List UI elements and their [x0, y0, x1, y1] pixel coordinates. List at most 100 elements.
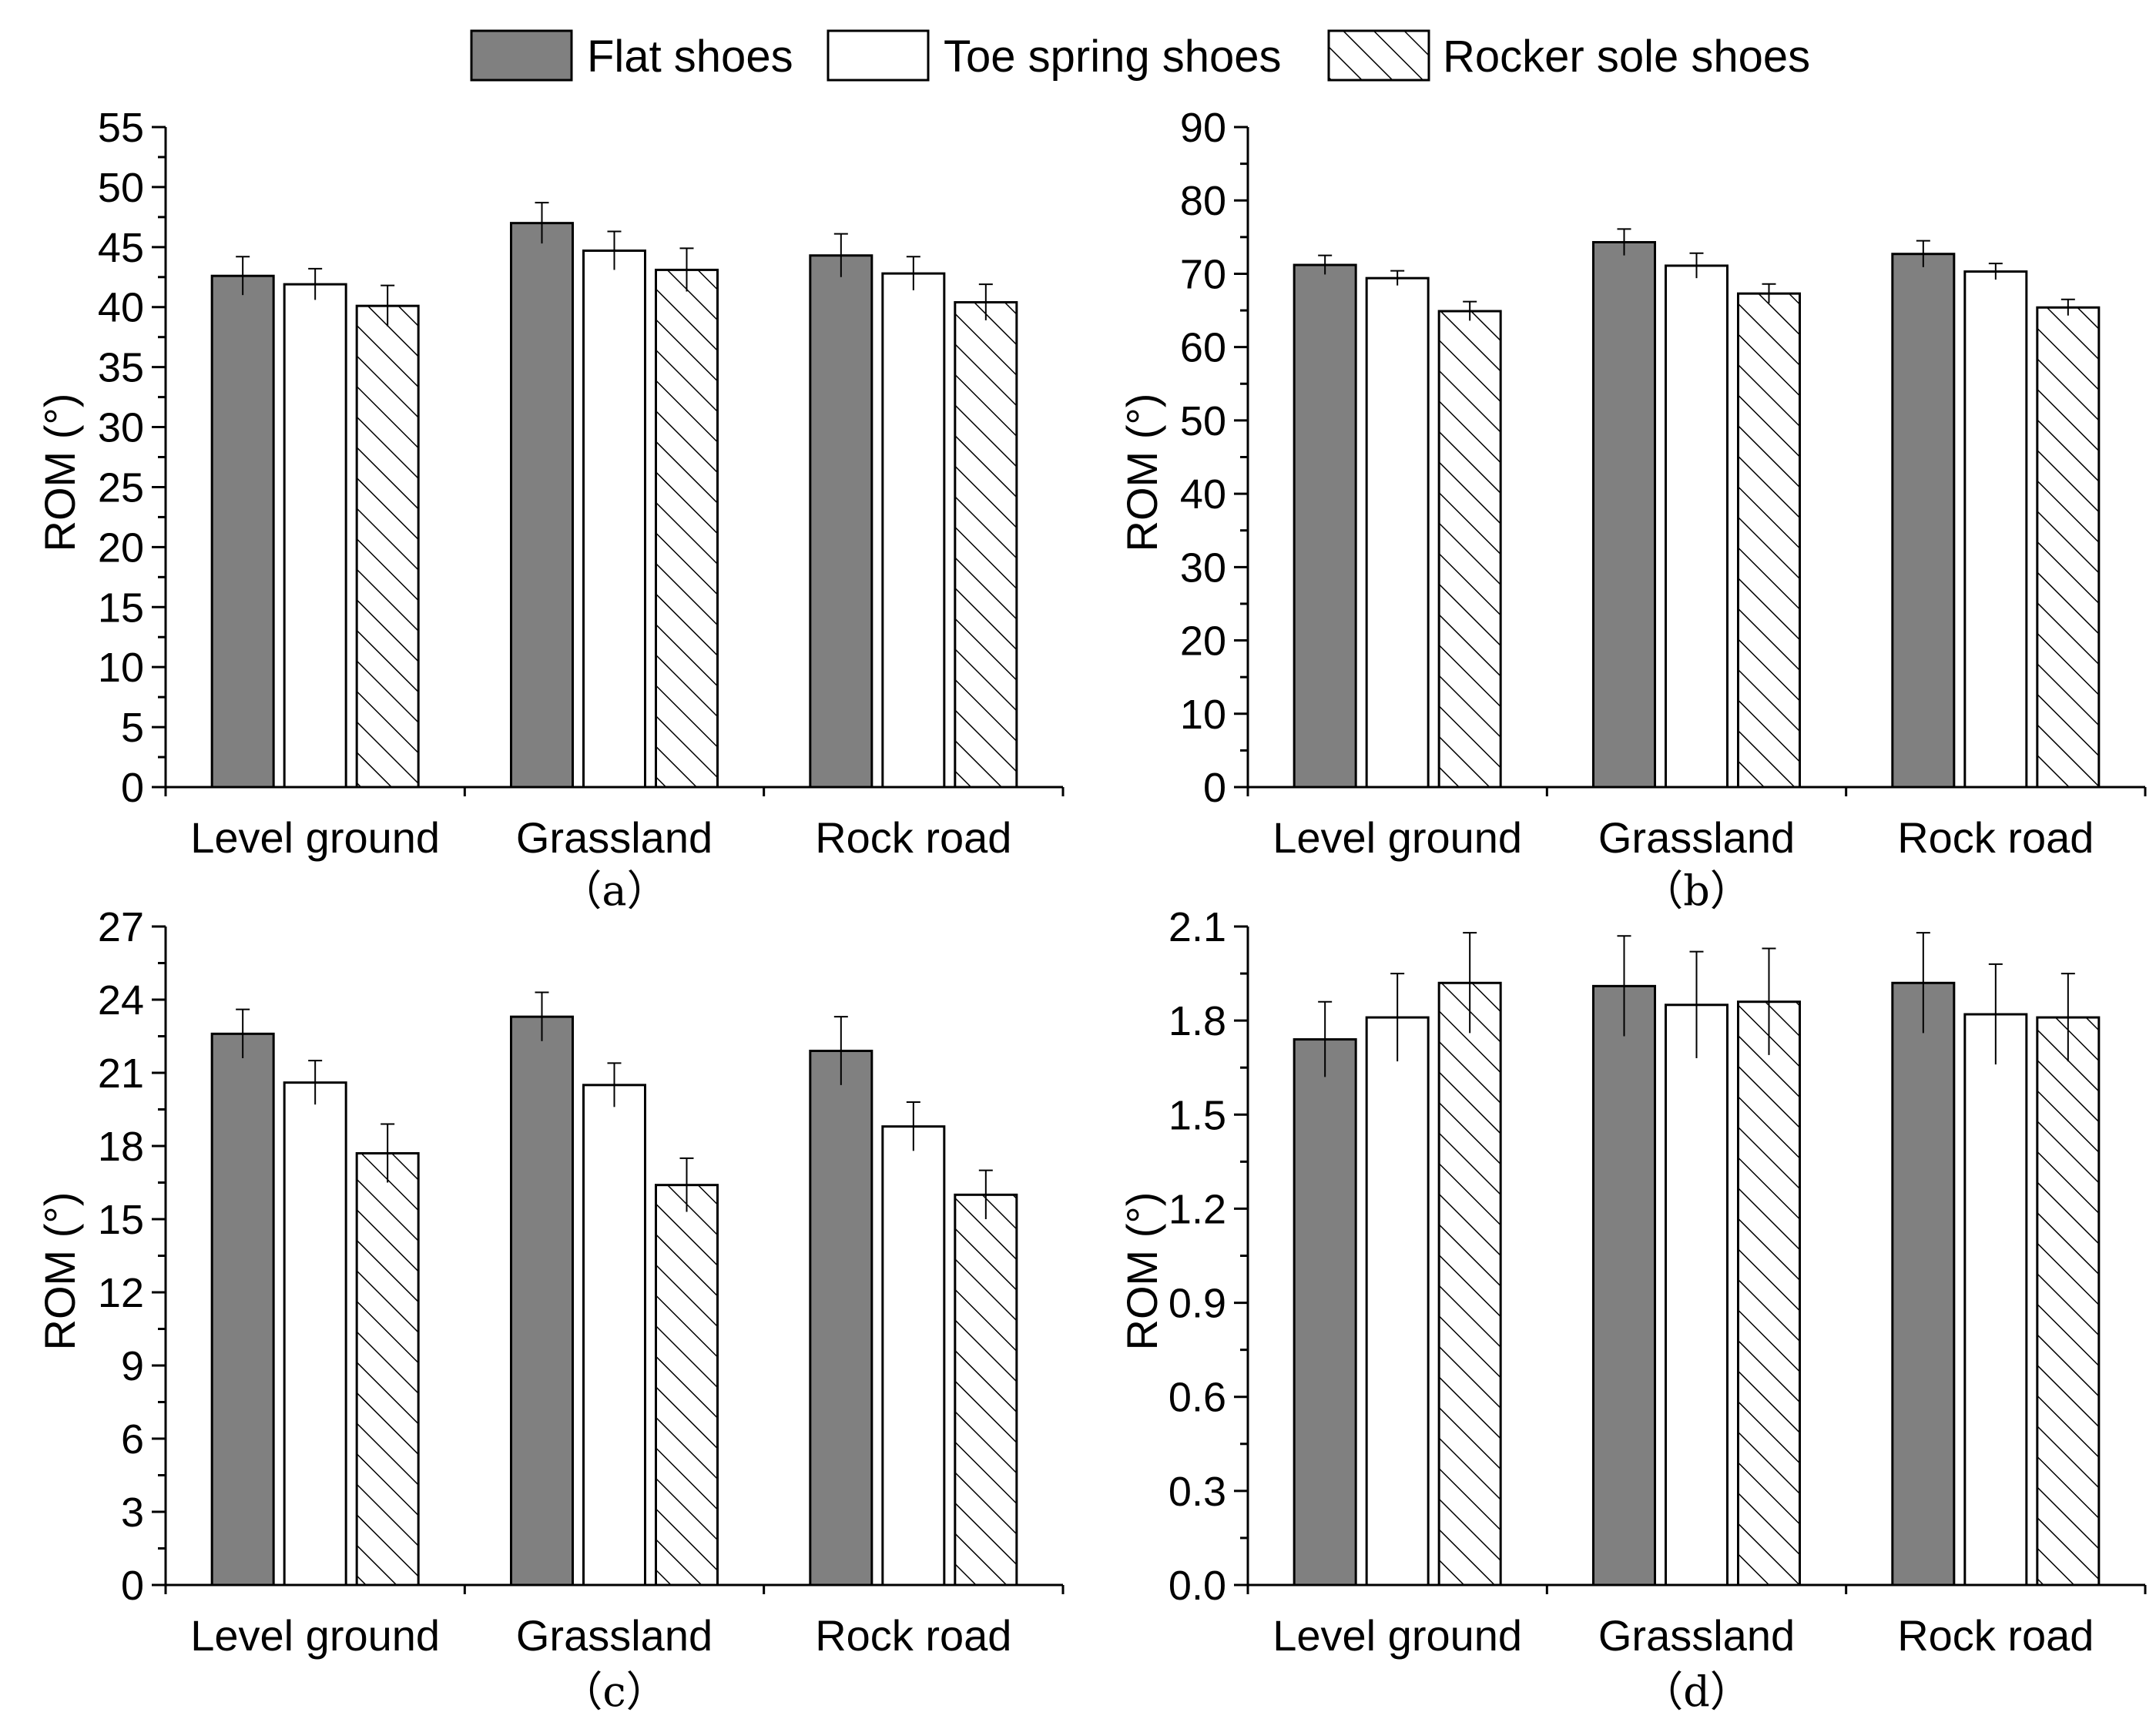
- y-tick-label-b-0: 0: [1203, 765, 1226, 811]
- y-tick-label-b-8: 80: [1180, 178, 1226, 224]
- y-tick-label-b-5: 50: [1180, 398, 1226, 444]
- y-tick-label-a-3: 15: [98, 585, 144, 631]
- y-tick-label-a-11: 55: [98, 105, 144, 151]
- bar-c-rock-road-rocker-sole: [954, 1193, 1018, 1587]
- y-tick-label-b-9: 90: [1180, 105, 1226, 151]
- y-tick-label-b-4: 40: [1180, 471, 1226, 518]
- y-tick-label-a-1: 5: [121, 705, 144, 751]
- y-tick-label-c-9: 27: [98, 904, 144, 950]
- bar-b-level-ground-toe-spring: [1365, 276, 1430, 789]
- x-tick-label-c-rock-road: Rock road: [815, 1611, 1011, 1660]
- bar-a-rock-road-toe-spring: [881, 272, 946, 789]
- bar-d-grassland-toe-spring: [1665, 1004, 1728, 1587]
- bar-b-grassland-flat: [1592, 240, 1656, 789]
- y-tick-label-c-7: 21: [98, 1050, 144, 1097]
- panel-d: Level ground Grassland Rock road 0.0 0.3 0.6 0…: [1118, 904, 2147, 1716]
- bar-b-level-ground-flat: [1293, 263, 1357, 789]
- bar-a-level-ground-toe-spring: [283, 283, 347, 789]
- y-tick-label-c-4: 12: [98, 1270, 144, 1316]
- x-tick-label-a-grassland: Grassland: [516, 813, 713, 862]
- bar-c-level-ground-rocker-sole: [355, 1152, 420, 1587]
- legend-item-flat: Flat shoes: [470, 29, 793, 82]
- y-tick-label-d-3: 0.9: [1169, 1281, 1226, 1327]
- y-tick-label-d-7: 2.1: [1169, 904, 1226, 950]
- legend-swatch-toe-spring: [827, 29, 930, 82]
- panel-caption-c: （c）: [561, 1667, 667, 1716]
- bar-d-grassland-rocker-sole: [1737, 1000, 1801, 1587]
- y-tick-label-b-1: 10: [1180, 692, 1226, 738]
- x-tick-label-d-level-ground: Level ground: [1272, 1611, 1522, 1660]
- y-tick-label-a-10: 50: [98, 165, 144, 211]
- y-axis-label-d: ROM (°): [1118, 1192, 1166, 1351]
- y-tick-label-d-4: 1.2: [1169, 1186, 1226, 1232]
- bar-d-rock-road-flat: [1891, 981, 1956, 1587]
- bar-b-grassland-toe-spring: [1665, 264, 1728, 789]
- legend: Flat shoes Toe spring shoes Rocker sole …: [470, 29, 1810, 82]
- x-tick-label-b-level-ground: Level ground: [1272, 813, 1522, 862]
- x-tick-label-a-level-ground: Level ground: [190, 813, 440, 862]
- bar-b-rock-road-rocker-sole: [2036, 306, 2101, 789]
- x-tick-label-d-grassland: Grassland: [1598, 1611, 1795, 1660]
- bar-c-level-ground-flat: [210, 1032, 275, 1587]
- bar-a-grassland-toe-spring: [582, 249, 646, 789]
- x-tick-label-d-rock-road: Rock road: [1897, 1611, 2094, 1660]
- y-tick-label-a-5: 25: [98, 464, 144, 511]
- y-tick-label-d-0: 0.0: [1169, 1563, 1226, 1609]
- bar-d-level-ground-toe-spring: [1365, 1016, 1430, 1587]
- x-tick-label-a-rock-road: Rock road: [815, 813, 1011, 862]
- y-tick-label-d-1: 0.3: [1169, 1469, 1226, 1515]
- y-axis-label-c: ROM (°): [35, 1192, 84, 1351]
- y-tick-label-a-6: 30: [98, 405, 144, 451]
- bar-a-rock-road-rocker-sole: [954, 300, 1018, 789]
- bar-b-level-ground-rocker-sole: [1437, 310, 1502, 789]
- bar-c-grassland-rocker-sole: [655, 1184, 719, 1587]
- y-tick-label-a-2: 10: [98, 645, 144, 691]
- bar-b-rock-road-toe-spring: [1963, 270, 2028, 789]
- panel-c: Level ground Grassland Rock road 0 3 6 9 12 15 18…: [35, 904, 1065, 1716]
- y-tick-label-b-7: 70: [1180, 251, 1226, 297]
- y-tick-label-a-8: 40: [98, 285, 144, 331]
- legend-label-rocker-sole: Rocker sole shoes: [1443, 32, 1810, 82]
- y-tick-label-c-8: 24: [98, 977, 144, 1024]
- bar-c-grassland-toe-spring: [582, 1084, 646, 1587]
- bar-c-rock-road-toe-spring: [881, 1125, 946, 1587]
- y-axis-label-a: ROM (°): [35, 394, 84, 552]
- y-tick-label-d-5: 1.5: [1169, 1092, 1226, 1138]
- y-tick-label-b-3: 30: [1180, 545, 1226, 591]
- panel-caption-b: （b）: [1641, 866, 1752, 915]
- bar-a-grassland-flat: [510, 222, 574, 789]
- bar-a-rock-road-flat: [809, 254, 873, 789]
- y-tick-label-c-5: 15: [98, 1197, 144, 1243]
- bar-c-rock-road-flat: [809, 1050, 873, 1587]
- y-tick-label-c-3: 9: [121, 1343, 144, 1389]
- panel-caption-a: （a）: [560, 866, 668, 915]
- bar-c-level-ground-toe-spring: [283, 1081, 347, 1587]
- y-axis-label-b: ROM (°): [1118, 394, 1166, 552]
- y-tick-label-c-0: 0: [121, 1563, 144, 1609]
- y-tick-label-c-2: 6: [121, 1416, 144, 1463]
- legend-label-toe-spring: Toe spring shoes: [944, 32, 1281, 82]
- y-tick-label-c-6: 18: [98, 1124, 144, 1170]
- x-tick-label-b-grassland: Grassland: [1598, 813, 1795, 862]
- y-tick-label-a-0: 0: [121, 765, 144, 811]
- bar-a-grassland-rocker-sole: [655, 268, 719, 789]
- y-tick-label-a-4: 20: [98, 524, 144, 571]
- bar-d-rock-road-toe-spring: [1963, 1013, 2028, 1587]
- bar-d-rock-road-rocker-sole: [2036, 1016, 2101, 1587]
- bar-d-level-ground-flat: [1293, 1038, 1357, 1587]
- bar-a-level-ground-flat: [210, 274, 275, 789]
- y-tick-label-c-1: 3: [121, 1489, 144, 1536]
- y-tick-label-a-9: 45: [98, 225, 144, 271]
- x-tick-label-c-level-ground: Level ground: [190, 1611, 440, 1660]
- bar-b-grassland-rocker-sole: [1737, 292, 1801, 789]
- y-tick-label-d-2: 0.6: [1169, 1375, 1226, 1421]
- legend-label-flat: Flat shoes: [587, 32, 793, 82]
- legend-item-toe-spring: Toe spring shoes: [827, 29, 1281, 82]
- legend-swatch-flat: [470, 29, 573, 82]
- panel-a: Level ground Grassland Rock road 0 5 10 15 20 25…: [35, 105, 1065, 915]
- x-tick-label-c-grassland: Grassland: [516, 1611, 713, 1660]
- panel-b: Level ground Grassland Rock road 0 10 20 30 40 5…: [1118, 105, 2147, 915]
- y-tick-label-d-6: 1.8: [1169, 998, 1226, 1044]
- bar-d-grassland-flat: [1592, 984, 1656, 1587]
